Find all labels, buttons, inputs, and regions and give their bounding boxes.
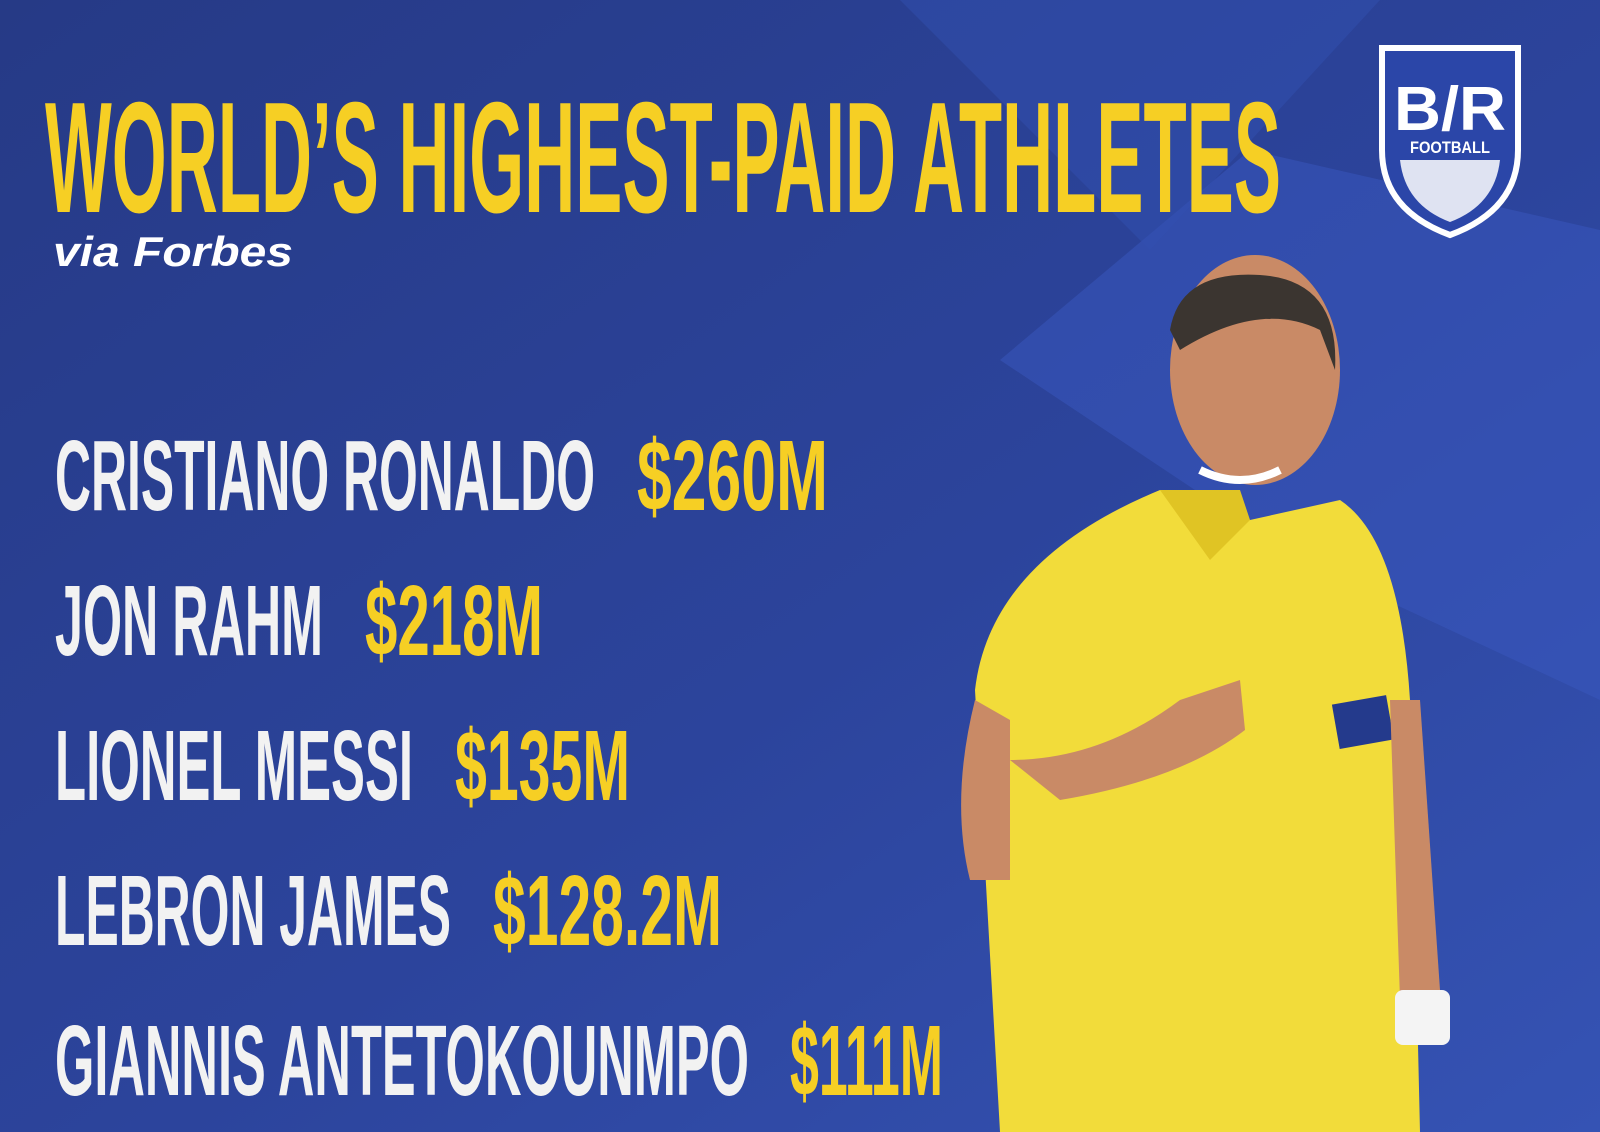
- athlete-name: LEBRON JAMES: [55, 855, 451, 967]
- logo-label: FOOTBALL: [1410, 138, 1490, 157]
- athlete-list: CRISTIANO RONALDO $260M JON RAHM $218M LIONE…: [55, 420, 943, 1117]
- player-photo: [961, 255, 1450, 1132]
- athlete-name: LIONEL MESSI: [55, 710, 413, 822]
- source: via Forbes: [53, 228, 293, 275]
- athlete-name: JON RAHM: [55, 565, 323, 677]
- athlete-name: GIANNIS ANTETOKOUNMPO: [55, 1005, 749, 1117]
- athlete-earnings: $260M: [637, 420, 828, 532]
- logo-mark: B/R: [1394, 75, 1506, 144]
- athlete-earnings: $111M: [790, 1005, 943, 1117]
- athlete-earnings: $135M: [455, 710, 630, 822]
- athlete-earnings: $218M: [365, 565, 543, 677]
- title: WORLD’S HIGHEST-PAID ATHLETES: [45, 70, 1281, 246]
- athlete-earnings: $128.2M: [493, 855, 722, 967]
- bg-shape: [900, 0, 1380, 250]
- athlete-name: CRISTIANO RONALDO: [55, 420, 595, 532]
- logo: B/R FOOTBALL: [1379, 45, 1521, 239]
